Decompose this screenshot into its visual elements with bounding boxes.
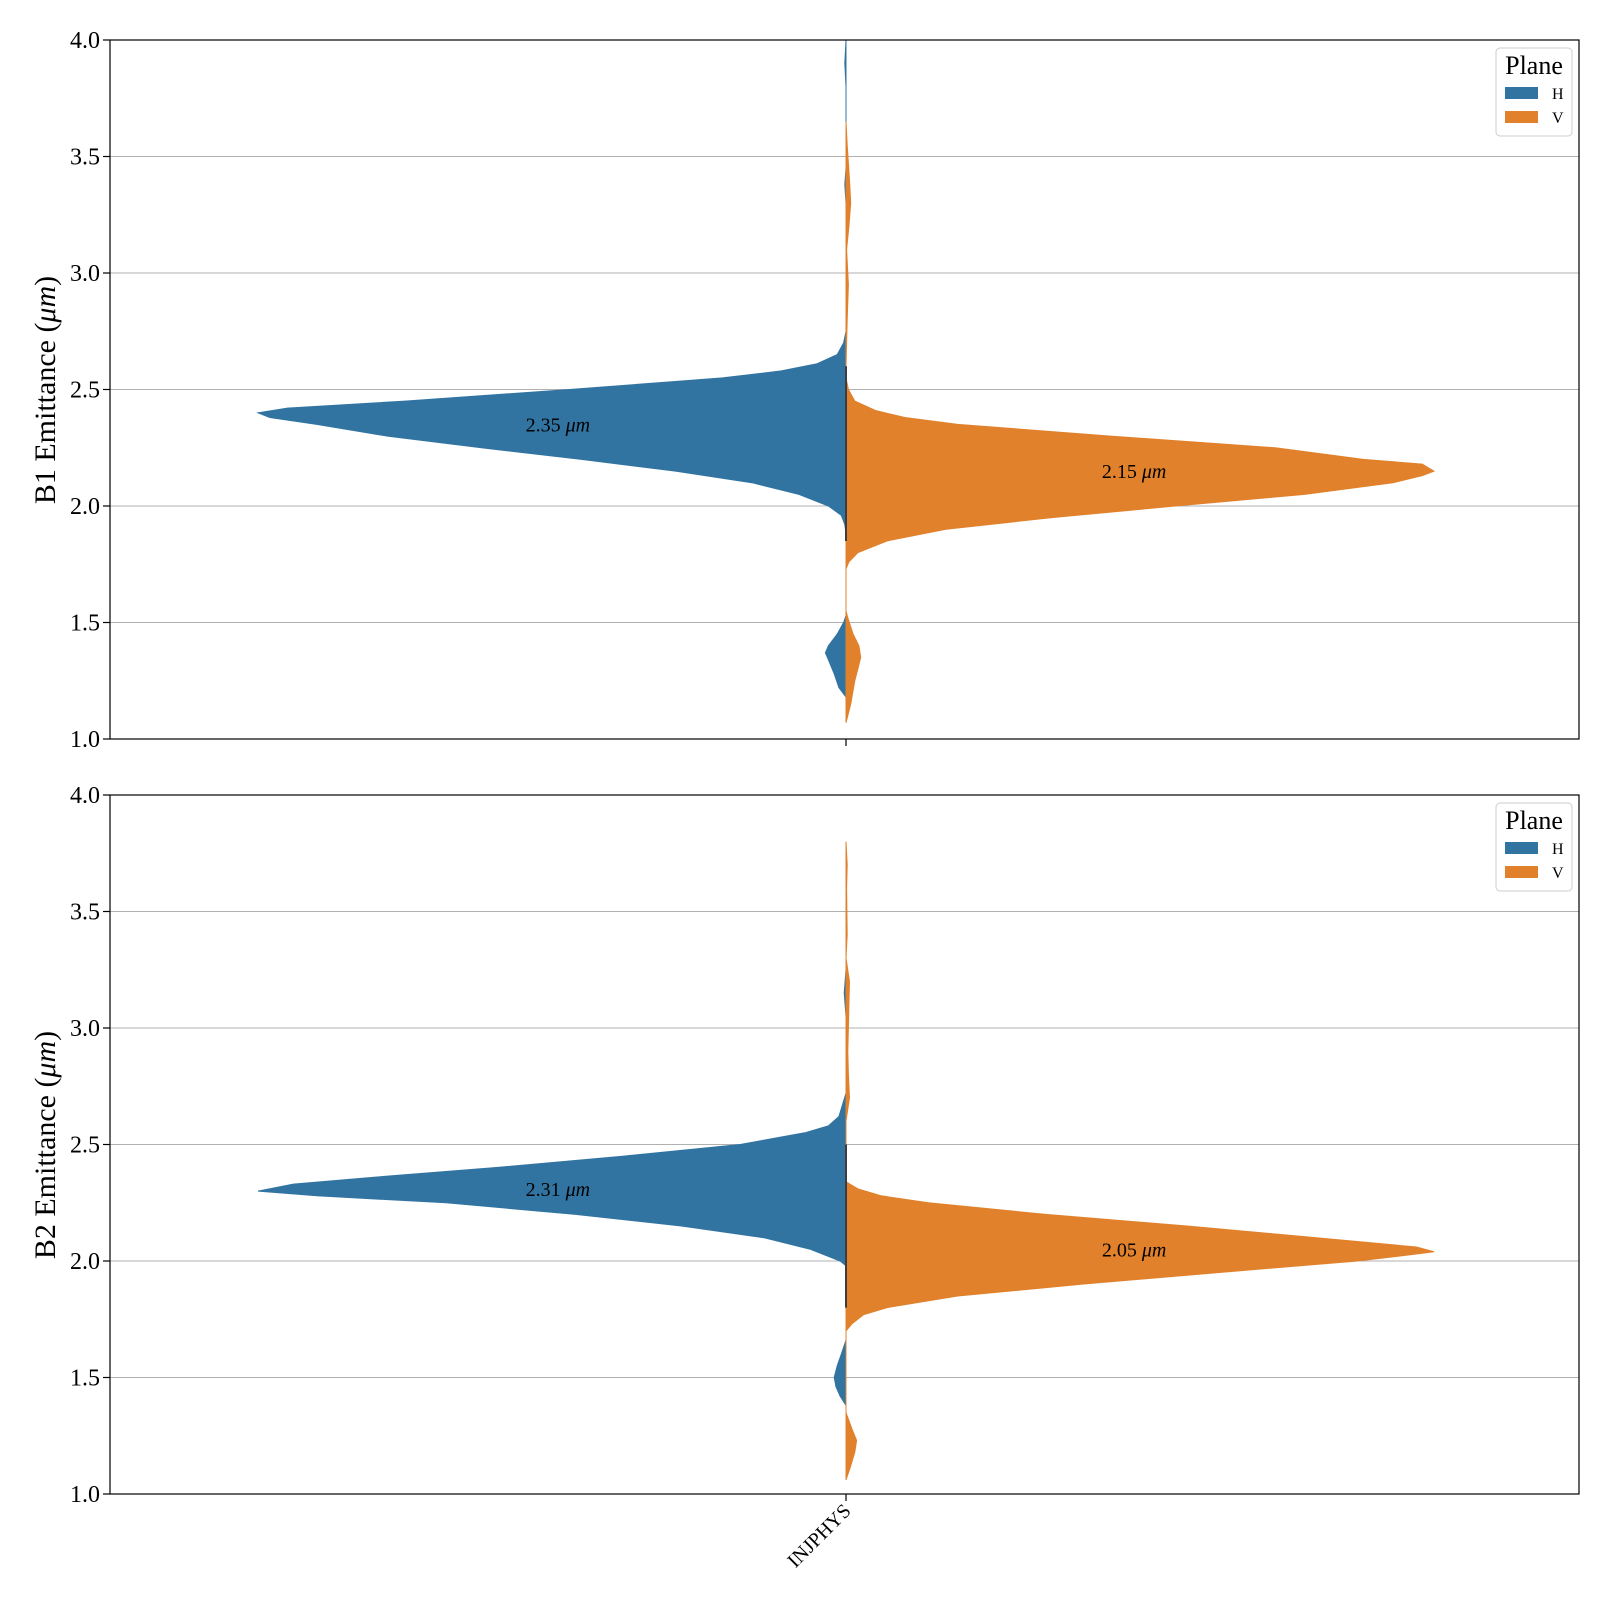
y-axis-b2: 1.0 1.5 2.0 2.5 3.0 3.5 4.0	[70, 783, 110, 1508]
y-tick-label: 1.5	[70, 1366, 100, 1392]
legend-swatch-h-b2	[1505, 842, 1538, 854]
annotations-b2: 2.31 μm 2.05 μm	[526, 1179, 1167, 1262]
violin-v	[845, 121, 1436, 723]
panel-b1: 1.01.52.02.53.03.54.0 B1 Emittance (μm) …	[29, 28, 1580, 753]
legend-title-b1: Plane	[1505, 51, 1563, 80]
median-annotation-h: 2.31 μm	[526, 1179, 590, 1201]
y-tick-label: 2.5	[70, 1133, 100, 1159]
annotations-b1: 2.35 μm 2.15 μm	[526, 414, 1167, 483]
x-tick-label: INJPHYS	[783, 1500, 855, 1572]
y-tick-label: 2.5	[70, 378, 100, 404]
y-tick-label: 1.0	[70, 727, 100, 753]
y-axis-label-b1: B1 Emittance (μm)	[29, 276, 62, 504]
y-tick-label: 3.0	[70, 261, 100, 287]
violins-b2	[257, 841, 1435, 1481]
y-tick-label: 1.0	[70, 1482, 100, 1508]
median-annotation-v: 2.15 μm	[1102, 461, 1166, 483]
y-tick-label: 3.0	[70, 1016, 100, 1042]
y-axis-b1: 1.0 1.5 2.0 2.5 3.0 3.5 4.0	[70, 28, 110, 753]
legend-label-v-b2: V	[1552, 865, 1564, 882]
legend-swatch-v-b2	[1505, 866, 1538, 878]
legend-b1: Plane H V	[1495, 47, 1573, 137]
y-tick-label: 3.5	[70, 145, 100, 171]
y-tick-label: 3.5	[70, 900, 100, 926]
legend-label-h-b1: H	[1552, 86, 1564, 103]
legend-swatch-h-b1	[1505, 87, 1538, 99]
legend-label-h-b2: H	[1552, 841, 1564, 858]
y-tick-label: 1.5	[70, 611, 100, 637]
y-tick-label: 2.0	[70, 494, 100, 520]
violin-v	[845, 841, 1435, 1481]
legend-b2: Plane H V	[1495, 802, 1573, 892]
panel-b2: 1.01.52.02.53.03.54.0 B2 Emittance (μm) …	[29, 783, 1580, 1572]
median-annotation-h: 2.35 μm	[526, 414, 590, 436]
violins-b1	[256, 39, 1436, 723]
y-tick-label: 4.0	[70, 783, 100, 809]
y-axis-label-b2: B2 Emittance (μm)	[29, 1031, 62, 1259]
legend-label-v-b1: V	[1552, 110, 1564, 127]
legend-title-b2: Plane	[1505, 806, 1563, 835]
y-tick-label: 4.0	[70, 28, 100, 54]
median-annotation-v: 2.05 μm	[1102, 1239, 1166, 1261]
y-tick-label: 2.0	[70, 1249, 100, 1275]
legend-swatch-v-b1	[1505, 111, 1538, 123]
